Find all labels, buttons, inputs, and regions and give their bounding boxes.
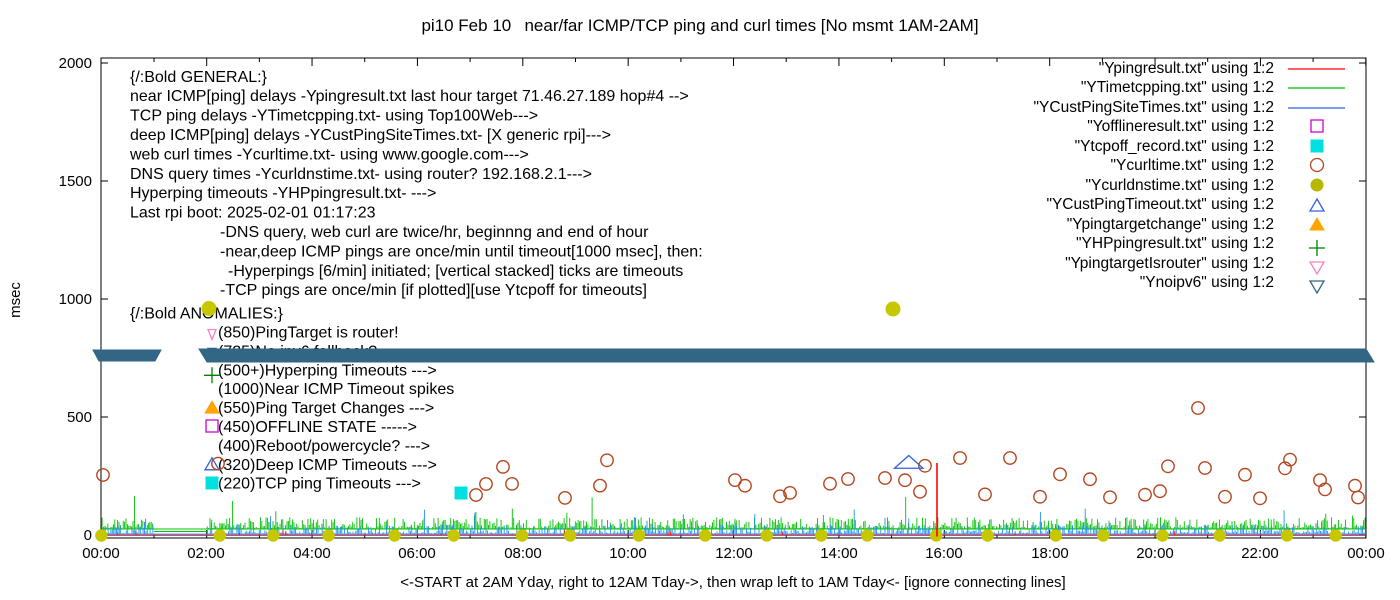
svg-text:0: 0 — [84, 527, 92, 544]
svg-text:04:00: 04:00 — [293, 545, 331, 562]
svg-text:1500: 1500 — [59, 173, 92, 190]
svg-text:deep ICMP[ping] delays -YCustP: deep ICMP[ping] delays -YCustPingSiteTim… — [130, 127, 611, 144]
svg-text:"YHPpingresult.txt" using 1:2: "YHPpingresult.txt" using 1:2 — [1076, 235, 1274, 252]
svg-text:<-START at 2AM Yday, right to: <-START at 2AM Yday, right to 12AM Tday-… — [400, 574, 1065, 591]
svg-text:500: 500 — [67, 409, 92, 426]
svg-text:"YCustPingSiteTimes.txt" using: "YCustPingSiteTimes.txt" using 1:2 — [1034, 99, 1274, 116]
svg-text:12:00: 12:00 — [715, 545, 753, 562]
svg-text:-DNS query, web curl are twice: -DNS query, web curl are twice/hr, begin… — [220, 224, 649, 241]
svg-text:"Ynoipv6" using 1:2: "Ynoipv6" using 1:2 — [1140, 274, 1274, 291]
svg-text:"Ypingresult.txt" using 1:2: "Ypingresult.txt" using 1:2 — [1099, 60, 1274, 77]
svg-text:(220)TCP ping Timeouts --->: (220)TCP ping Timeouts ---> — [218, 476, 421, 493]
svg-text:(500+)Hyperping Timeouts --->: (500+)Hyperping Timeouts ---> — [218, 362, 437, 379]
svg-text:20:00: 20:00 — [1136, 545, 1174, 562]
svg-text:"Ypingtargetchange" using 1:2: "Ypingtargetchange" using 1:2 — [1067, 216, 1274, 233]
svg-text:"Ytcpoff_record.txt" using 1:2: "Ytcpoff_record.txt" using 1:2 — [1075, 138, 1274, 155]
svg-text:(320)Deep ICMP Timeouts --->: (320)Deep ICMP Timeouts ---> — [218, 457, 437, 474]
svg-text:{/:Bold GENERAL:}: {/:Bold GENERAL:} — [130, 69, 268, 86]
svg-text:00:00: 00:00 — [1347, 545, 1385, 562]
svg-text:"Yofflineresult.txt" using 1:2: "Yofflineresult.txt" using 1:2 — [1087, 118, 1274, 135]
svg-text:00:00: 00:00 — [82, 545, 120, 562]
svg-text:10:00: 10:00 — [609, 545, 647, 562]
svg-text:06:00: 06:00 — [398, 545, 436, 562]
svg-text:(1000)Near ICMP Timeout spikes: (1000)Near ICMP Timeout spikes — [218, 381, 454, 398]
svg-text:Last rpi boot: 2025-02-01 01:1: Last rpi boot: 2025-02-01 01:17:23 — [130, 205, 376, 222]
svg-text:16:00: 16:00 — [925, 545, 963, 562]
svg-text:-Hyperpings [6/min] initiated;: -Hyperpings [6/min] initiated; [vertical… — [228, 263, 683, 280]
svg-text:14:00: 14:00 — [820, 545, 858, 562]
svg-text:DNS query times -Ycurldnstime.: DNS query times -Ycurldnstime.txt- using… — [130, 166, 592, 183]
svg-text:1000: 1000 — [59, 291, 92, 308]
svg-text:web curl times -Ycurltime.txt-: web curl times -Ycurltime.txt- using www… — [129, 146, 529, 163]
svg-text:-near,deep ICMP pings are once: -near,deep ICMP pings are once/min until… — [220, 243, 703, 260]
svg-text:(850)PingTarget is router!: (850)PingTarget is router! — [218, 325, 399, 342]
svg-text:msec: msec — [7, 282, 24, 318]
svg-text:Hyperping timeouts -YHPpingres: Hyperping timeouts -YHPpingresult.txt- -… — [130, 185, 436, 202]
svg-text:"YTimetcpping.txt" using 1:2: "YTimetcpping.txt" using 1:2 — [1081, 79, 1274, 96]
svg-text:TCP ping delays -YTimetcpping.: TCP ping delays -YTimetcpping.txt- using… — [130, 108, 538, 125]
svg-text:22:00: 22:00 — [1241, 545, 1279, 562]
svg-text:02:00: 02:00 — [187, 545, 225, 562]
svg-text:"YpingtargetIsrouter" using 1:: "YpingtargetIsrouter" using 1:2 — [1065, 255, 1274, 272]
svg-text:(450)OFFLINE STATE ----->: (450)OFFLINE STATE -----> — [218, 419, 417, 436]
svg-text:18:00: 18:00 — [1031, 545, 1069, 562]
svg-text:"Ycurltime.txt" using 1:2: "Ycurltime.txt" using 1:2 — [1111, 157, 1274, 174]
svg-text:near ICMP[ping] delays -Ypingr: near ICMP[ping] delays -Ypingresult.txt … — [130, 88, 689, 105]
svg-text:08:00: 08:00 — [504, 545, 542, 562]
svg-text:"Ycurldnstime.txt" using 1:2: "Ycurldnstime.txt" using 1:2 — [1086, 177, 1274, 194]
svg-text:(400)Reboot/powercycle? --->: (400)Reboot/powercycle? ---> — [218, 438, 430, 455]
svg-text:"YCustPingTimeout.txt" using 1: "YCustPingTimeout.txt" using 1:2 — [1046, 196, 1274, 213]
svg-text:-TCP pings are once/min [if pl: -TCP pings are once/min [if plotted][use… — [220, 282, 647, 299]
svg-text:2000: 2000 — [59, 55, 92, 72]
svg-text:(550)Ping Target Changes --->: (550)Ping Target Changes ---> — [218, 400, 434, 417]
